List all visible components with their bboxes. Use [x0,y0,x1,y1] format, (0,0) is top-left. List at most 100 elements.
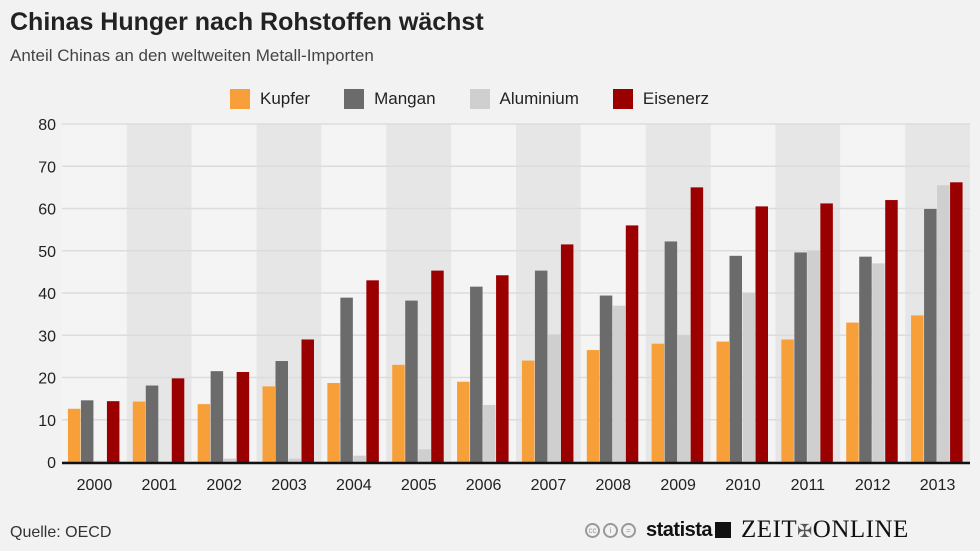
bar-eisenerz [496,275,509,462]
legend-item: Kupfer [230,89,310,109]
bar-kupfer [197,404,211,462]
x-tick-label: 2010 [725,477,761,494]
y-tick-label: 10 [38,413,56,430]
legend-item: Mangan [344,89,436,109]
bar-kupfer [716,341,729,462]
bar-aluminium [807,250,820,462]
x-tick-label: 2001 [141,477,177,494]
legend-label: Aluminium [499,89,579,108]
bar-kupfer [457,381,470,462]
y-tick-label: 70 [38,159,56,176]
bar-aluminium [483,404,496,462]
creative-commons-icon: cc i = [585,522,636,538]
x-tick-label: 2012 [855,477,891,494]
bar-mangan [924,208,937,462]
legend-swatch [469,89,490,109]
bar-eisenerz [950,182,963,462]
bar-eisenerz [755,206,768,462]
y-tick-label: 20 [38,371,56,388]
bar-kupfer [781,339,794,462]
bar-eisenerz [366,280,379,462]
legend-swatch [612,89,633,109]
statista-mark-icon [715,522,732,538]
bar-kupfer [651,343,665,462]
y-tick-label: 50 [38,244,56,261]
bar-aluminium [288,458,301,462]
statista-logo: statista [646,518,732,542]
bar-eisenerz [236,372,250,462]
legend-label: Mangan [374,89,436,108]
bar-mangan [275,361,288,462]
zeit-crest-icon: ✠ [797,521,813,541]
x-tick-label: 2007 [531,477,567,494]
legend: Kupfer Mangan Aluminium Eisenerz [230,89,709,109]
chart-title: Chinas Hunger nach Rohstoffen wächst [10,8,484,36]
bar-mangan [210,371,224,462]
x-tick-label: 2004 [336,477,372,494]
x-tick-label: 2002 [206,477,242,494]
source-note: Quelle: OECD [10,524,112,541]
x-tick-label: 2009 [660,477,696,494]
legend-item: Aluminium [469,89,579,109]
zeit-online-logo: ZEIT✠ONLINE [741,516,909,544]
x-tick-label: 2000 [77,477,113,494]
bar-aluminium [612,305,626,462]
bar-eisenerz [885,200,898,463]
x-tick-label: 2008 [595,477,631,494]
bar-eisenerz [560,244,574,462]
bar-mangan [859,256,872,462]
bar-aluminium [547,334,561,462]
bar-mangan [340,297,353,462]
online-text: ONLINE [812,516,909,543]
bar-aluminium [353,455,366,462]
chart-subtitle: Anteil Chinas an den weltweiten Metall-I… [10,46,374,65]
bar-mangan [534,270,548,462]
bar-kupfer [392,364,405,462]
bar-eisenerz [820,203,833,462]
legend-label: Eisenerz [642,89,710,108]
bar-eisenerz [171,378,185,462]
bar-mangan [664,241,678,462]
legend-swatch [344,89,365,109]
bar-aluminium [872,263,885,462]
bar-kupfer [521,360,535,462]
bar-mangan [794,252,807,462]
x-tick-label: 2005 [401,477,437,494]
bar-aluminium [937,185,950,462]
y-tick-label: 60 [38,202,56,219]
bar-kupfer [327,382,340,462]
bar-kupfer [262,386,275,462]
bar-eisenerz [301,339,314,462]
legend-swatch [230,89,250,109]
bar-kupfer [846,322,859,462]
x-tick-label: 2006 [466,477,502,494]
logos: cc i = statista ZEIT✠ONLINE [585,516,909,544]
y-tick-label: 40 [38,286,56,303]
bar-mangan [599,295,613,462]
x-tick-label: 2003 [271,477,307,494]
bar-mangan [145,385,159,462]
bar-mangan [470,286,483,462]
bar-eisenerz [106,401,120,462]
bar-kupfer [132,401,146,462]
bar-eisenerz [690,187,704,462]
legend-label: Kupfer [260,89,311,108]
bar-kupfer [586,350,600,462]
y-tick-label: 80 [38,117,56,134]
bar-mangan [729,255,742,462]
x-tick-label: 2013 [920,477,956,494]
bar-aluminium [223,458,237,462]
bar-kupfer [67,408,81,462]
bar-aluminium [742,293,755,462]
bar-kupfer [911,315,924,462]
y-tick-label: 30 [38,328,56,345]
bar-eisenerz [431,270,444,462]
bar-mangan [405,300,418,462]
statista-text: statista [646,518,713,541]
bar-eisenerz [625,225,639,462]
bar-aluminium [93,460,107,462]
zeit-text: ZEIT [741,516,798,543]
bar-aluminium [677,335,691,462]
bar-aluminium [418,449,431,462]
